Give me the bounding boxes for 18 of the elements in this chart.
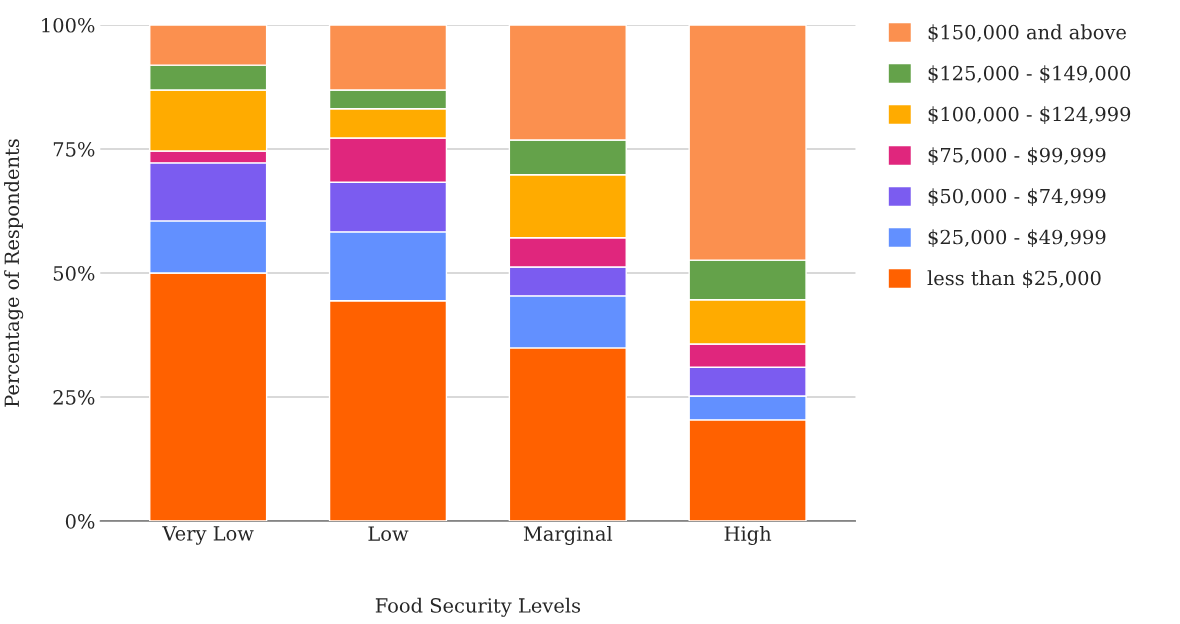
y-tick-label: 75% [53,141,95,157]
legend-label: $75,000 - $99,999 [928,147,1106,165]
y-tick-label: 50% [53,265,95,281]
legend-label: less than $25,000 [927,270,1101,288]
legend-label: $25,000 - $49,999 [928,229,1106,247]
y-tick-label: 25% [53,389,95,405]
legend-label: $50,000 - $74,999 [928,188,1106,206]
y-tick-label: 100% [42,17,95,33]
legend-label: $150,000 and above [928,24,1126,42]
legend-label: $100,000 - $124,999 [928,106,1131,124]
x-tick-label: Marginal [523,525,613,545]
x-axis-title: Food Security Levels [375,597,581,617]
legend-label: $125,000 - $149,000 [928,65,1131,83]
y-tick-label: 0% [65,514,95,529]
x-tick-label: Very Low [162,526,254,545]
y-axis-title: Percentage of Respondents [4,139,24,407]
x-tick-label: High [724,525,772,545]
x-tick-label: Low [368,526,409,541]
